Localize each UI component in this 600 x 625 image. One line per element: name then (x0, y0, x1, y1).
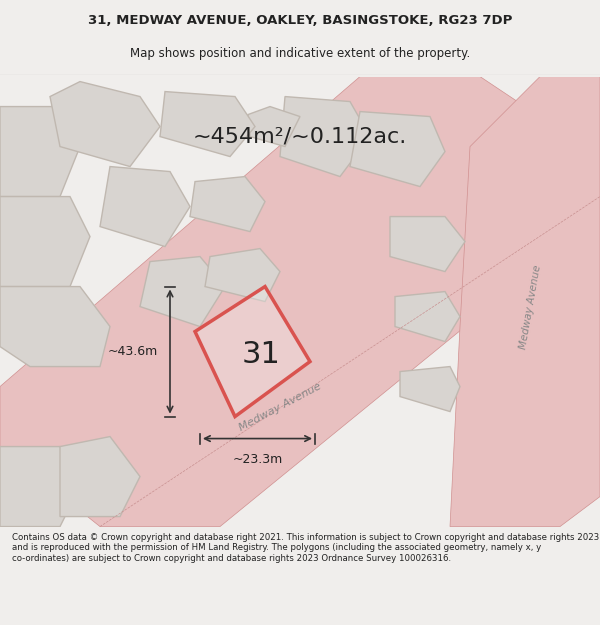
Text: ~23.3m: ~23.3m (232, 452, 283, 466)
Polygon shape (50, 81, 160, 166)
Text: ~454m²/~0.112ac.: ~454m²/~0.112ac. (193, 126, 407, 146)
Polygon shape (450, 76, 600, 526)
Text: 31: 31 (242, 339, 281, 369)
Polygon shape (160, 91, 255, 156)
Polygon shape (205, 249, 280, 301)
Text: ~43.6m: ~43.6m (108, 345, 158, 358)
Polygon shape (395, 291, 460, 341)
Polygon shape (60, 436, 140, 516)
Polygon shape (400, 366, 460, 411)
Polygon shape (0, 106, 80, 196)
Polygon shape (0, 76, 600, 526)
Polygon shape (390, 216, 465, 271)
Text: Medway Avenue: Medway Avenue (518, 264, 542, 349)
Polygon shape (280, 96, 370, 176)
Polygon shape (100, 166, 190, 246)
Polygon shape (350, 111, 445, 186)
Polygon shape (140, 256, 225, 326)
Text: Map shows position and indicative extent of the property.: Map shows position and indicative extent… (130, 48, 470, 61)
Polygon shape (248, 106, 300, 146)
Text: Medway Avenue: Medway Avenue (237, 381, 323, 432)
Polygon shape (0, 446, 80, 526)
Text: 31, MEDWAY AVENUE, OAKLEY, BASINGSTOKE, RG23 7DP: 31, MEDWAY AVENUE, OAKLEY, BASINGSTOKE, … (88, 14, 512, 28)
Polygon shape (195, 286, 310, 416)
Polygon shape (190, 176, 265, 231)
Polygon shape (0, 286, 110, 366)
Polygon shape (0, 196, 90, 286)
Text: Contains OS data © Crown copyright and database right 2021. This information is : Contains OS data © Crown copyright and d… (12, 533, 599, 562)
